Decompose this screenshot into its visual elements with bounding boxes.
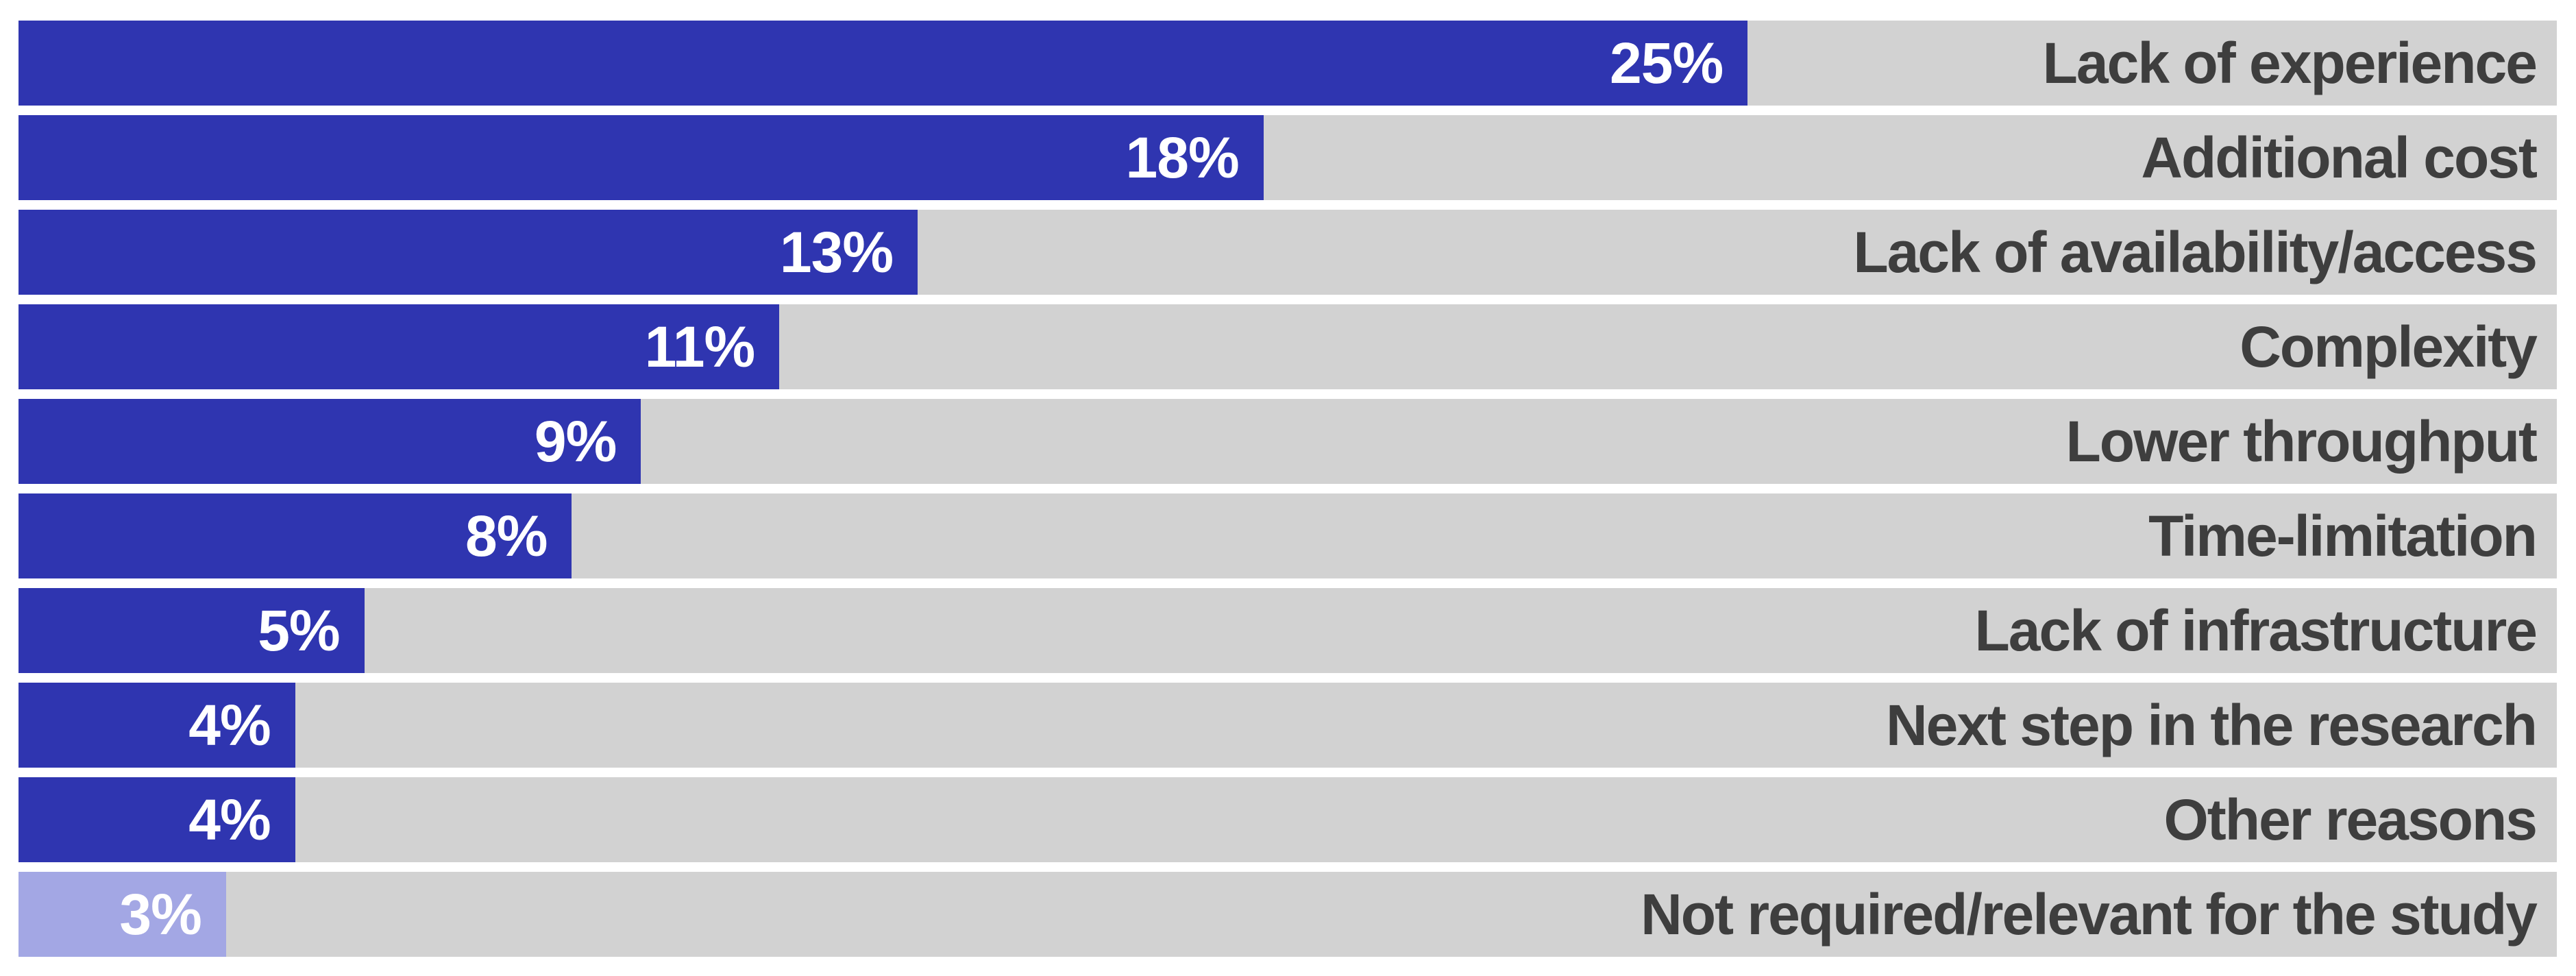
chart-row: 4% Next step in the research xyxy=(19,683,2557,768)
chart-row: 25% Lack of experience xyxy=(19,21,2557,106)
bar-value-label: 25% xyxy=(1610,31,1724,95)
chart-row: 3% Not required/relevant for the study xyxy=(19,872,2557,957)
category-label: Not required/relevant for the study xyxy=(1641,882,2538,947)
bar: 8% xyxy=(19,493,572,578)
bar-value-label: 18% xyxy=(1125,125,1240,190)
category-label: Lack of availability/access xyxy=(1853,220,2538,284)
bar: 9% xyxy=(19,399,641,484)
chart-row: 18% Additional cost xyxy=(19,115,2557,200)
chart-row: 13% Lack of availability/access xyxy=(19,210,2557,295)
category-label: Lower throughput xyxy=(2065,409,2538,474)
bar-value-label: 4% xyxy=(188,693,271,757)
bar: 11% xyxy=(19,304,780,389)
category-label: Additional cost xyxy=(2141,125,2538,190)
chart-row: 5% Lack of infrastructure xyxy=(19,588,2557,673)
chart-row: 4% Other reasons xyxy=(19,777,2557,862)
category-label: Lack of experience xyxy=(2042,31,2538,95)
chart-row: 9% Lower throughput xyxy=(19,399,2557,484)
category-label: Time-limitation xyxy=(2148,504,2538,568)
bar-chart-rows: 25% Lack of experience 18% Additional co… xyxy=(19,21,2557,957)
bar-value-label: 5% xyxy=(258,598,340,663)
category-label: Next step in the research xyxy=(1885,693,2538,757)
chart-row: 8% Time-limitation xyxy=(19,493,2557,578)
bar: 4% xyxy=(19,777,295,862)
bar: 18% xyxy=(19,115,1264,200)
bar: 5% xyxy=(19,588,365,673)
bar: 13% xyxy=(19,210,918,295)
category-label: Other reasons xyxy=(2163,788,2538,852)
bar-value-label: 11% xyxy=(644,315,755,379)
chart-row: 11% Complexity xyxy=(19,304,2557,389)
bar-value-label: 9% xyxy=(534,409,617,474)
bar-value-label: 3% xyxy=(119,882,201,947)
bar: 3% xyxy=(19,872,226,957)
bar: 4% xyxy=(19,683,295,768)
bar-value-label: 8% xyxy=(465,504,548,568)
bar: 25% xyxy=(19,21,1748,106)
bar-value-label: 4% xyxy=(188,788,271,852)
category-label: Complexity xyxy=(2240,315,2538,379)
category-label: Lack of infrastructure xyxy=(1974,598,2538,663)
bar-value-label: 13% xyxy=(779,220,894,284)
